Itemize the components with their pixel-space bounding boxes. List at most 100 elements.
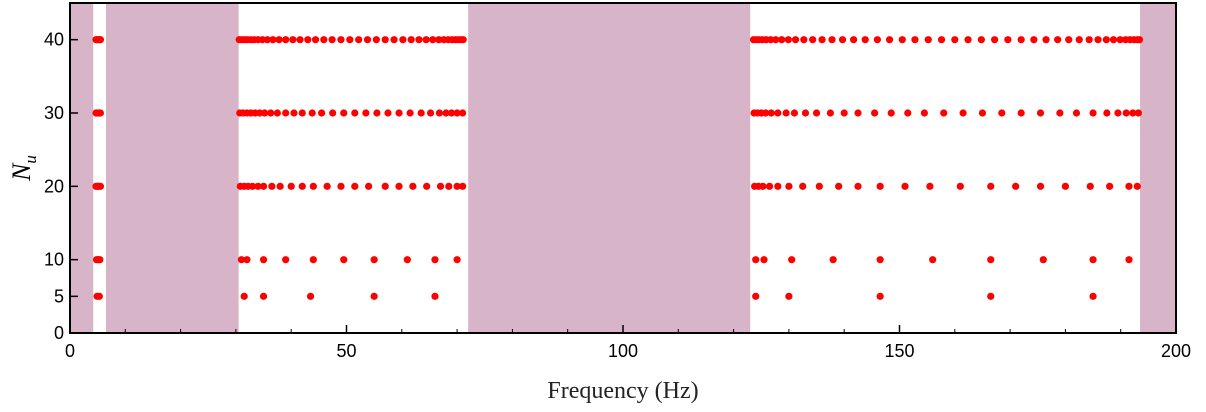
data-point xyxy=(1065,36,1073,44)
data-point xyxy=(920,109,928,117)
data-point xyxy=(298,182,306,190)
data-point xyxy=(1106,182,1114,190)
data-point xyxy=(306,292,315,300)
data-point xyxy=(829,256,837,264)
y-axis-title-subscript: u xyxy=(21,155,40,164)
data-point xyxy=(1004,36,1012,44)
data-point xyxy=(1042,36,1050,44)
data-point xyxy=(328,36,336,44)
data-point xyxy=(987,182,995,190)
data-point xyxy=(940,109,948,117)
data-point xyxy=(818,36,826,44)
y-tick-label: 0 xyxy=(54,323,64,343)
data-point xyxy=(924,36,932,44)
data-point xyxy=(977,36,985,44)
data-point xyxy=(951,36,959,44)
data-point xyxy=(395,109,403,117)
data-point xyxy=(248,182,257,190)
data-point xyxy=(790,109,799,117)
data-point xyxy=(436,182,445,190)
data-point xyxy=(1133,182,1141,190)
data-point xyxy=(1089,292,1097,300)
data-point xyxy=(1030,36,1038,44)
data-point xyxy=(854,109,862,117)
y-tick-label: 30 xyxy=(44,103,64,123)
data-point xyxy=(399,36,407,44)
x-tick-label: 150 xyxy=(884,341,914,361)
data-point xyxy=(309,256,317,264)
x-tick-label: 100 xyxy=(608,341,638,361)
data-point xyxy=(799,182,807,190)
data-point xyxy=(370,292,378,300)
data-point xyxy=(1135,36,1144,44)
data-point xyxy=(442,109,450,117)
y-tick-label: 40 xyxy=(44,30,64,50)
data-point xyxy=(287,182,295,190)
x-tick-label: 0 xyxy=(65,341,75,361)
data-point xyxy=(861,36,869,44)
data-point xyxy=(268,182,276,190)
data-point xyxy=(876,256,884,264)
data-point xyxy=(447,109,456,117)
data-point xyxy=(269,36,277,44)
data-point xyxy=(415,36,423,44)
data-point xyxy=(276,182,284,190)
data-point xyxy=(429,36,437,44)
data-point xyxy=(355,36,363,44)
data-point xyxy=(1134,109,1142,117)
data-point xyxy=(363,36,372,44)
data-point xyxy=(774,182,782,190)
data-point xyxy=(258,36,267,44)
y-tick-label: 10 xyxy=(44,250,64,270)
data-point xyxy=(759,182,767,190)
data-point xyxy=(762,109,770,117)
data-point xyxy=(1129,109,1137,117)
data-point xyxy=(987,256,995,264)
data-point xyxy=(1039,256,1047,264)
data-point xyxy=(1072,109,1081,117)
data-point xyxy=(372,36,380,44)
x-tick-label: 50 xyxy=(336,341,356,361)
data-point xyxy=(815,182,823,190)
data-point xyxy=(854,182,862,190)
data-point xyxy=(873,36,881,44)
data-point xyxy=(785,292,793,300)
data-point xyxy=(1017,36,1025,44)
data-point xyxy=(308,109,316,117)
shaded-bands xyxy=(70,3,1176,333)
data-point xyxy=(453,109,461,117)
data-point xyxy=(323,182,331,190)
y-tick-label: 20 xyxy=(44,176,64,196)
data-point xyxy=(765,182,774,190)
data-point xyxy=(772,36,780,44)
data-point xyxy=(406,109,414,117)
data-point xyxy=(261,109,269,117)
data-point xyxy=(926,182,934,190)
data-point xyxy=(381,36,389,44)
data-point xyxy=(887,109,895,117)
data-point xyxy=(320,36,328,44)
data-point xyxy=(978,109,987,117)
data-point xyxy=(267,109,275,117)
data-point xyxy=(1116,36,1124,44)
data-point xyxy=(351,182,359,190)
data-point xyxy=(987,292,995,300)
data-point xyxy=(991,36,999,44)
x-tick-label: 200 xyxy=(1161,341,1191,361)
x-axis-title: Frequency (Hz) xyxy=(547,378,698,404)
data-point xyxy=(937,36,946,44)
data-point xyxy=(422,36,430,44)
data-point xyxy=(1061,182,1069,190)
data-point xyxy=(1085,36,1093,44)
data-point xyxy=(329,109,337,117)
data-point xyxy=(290,109,298,117)
data-point xyxy=(259,292,268,300)
data-point xyxy=(1103,109,1111,117)
data-point xyxy=(1086,182,1094,190)
data-point xyxy=(445,182,453,190)
data-point xyxy=(95,292,103,300)
data-point xyxy=(259,182,268,190)
data-point xyxy=(1089,256,1097,264)
data-point xyxy=(791,36,800,44)
data-point xyxy=(1122,109,1130,117)
